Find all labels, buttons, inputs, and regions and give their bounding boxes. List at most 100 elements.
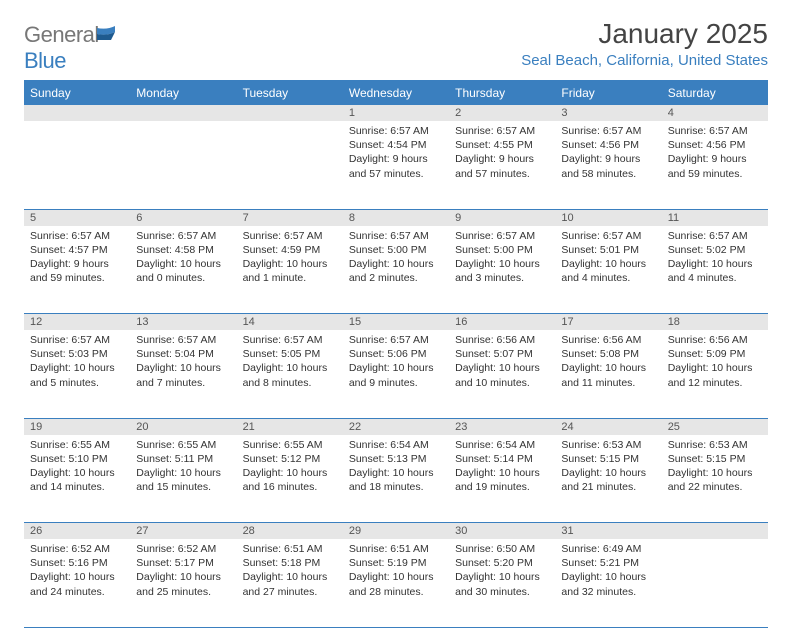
sunset-line: Sunset: 5:05 PM [243, 347, 337, 361]
daylight-line: Daylight: 10 hours and 28 minutes. [349, 570, 443, 598]
day-number-cell: 18 [662, 314, 768, 331]
day-details: Sunrise: 6:57 AMSunset: 5:04 PMDaylight:… [130, 330, 236, 396]
day-cell: Sunrise: 6:57 AMSunset: 5:01 PMDaylight:… [555, 226, 661, 314]
day-cell: Sunrise: 6:49 AMSunset: 5:21 PMDaylight:… [555, 539, 661, 627]
sunset-line: Sunset: 5:04 PM [136, 347, 230, 361]
day-cell: Sunrise: 6:57 AMSunset: 5:02 PMDaylight:… [662, 226, 768, 314]
sunrise-line: Sunrise: 6:56 AM [668, 333, 762, 347]
day-number-cell: 13 [130, 314, 236, 331]
sunrise-line: Sunrise: 6:56 AM [561, 333, 655, 347]
sunset-line: Sunset: 5:19 PM [349, 556, 443, 570]
day-cell: Sunrise: 6:57 AMSunset: 5:00 PMDaylight:… [343, 226, 449, 314]
daylight-line: Daylight: 10 hours and 19 minutes. [455, 466, 549, 494]
day-cell: Sunrise: 6:55 AMSunset: 5:10 PMDaylight:… [24, 435, 130, 523]
day-cell: Sunrise: 6:57 AMSunset: 5:05 PMDaylight:… [237, 330, 343, 418]
weekday-header: Friday [555, 81, 661, 105]
day-number-cell: 30 [449, 523, 555, 540]
sunset-line: Sunset: 4:57 PM [30, 243, 124, 257]
sunset-line: Sunset: 5:07 PM [455, 347, 549, 361]
sunrise-line: Sunrise: 6:57 AM [561, 229, 655, 243]
day-number: 8 [343, 210, 449, 226]
day-cell [662, 539, 768, 627]
weekday-header: Monday [130, 81, 236, 105]
day-details: Sunrise: 6:56 AMSunset: 5:07 PMDaylight:… [449, 330, 555, 396]
day-number [24, 105, 130, 121]
daylight-line: Daylight: 10 hours and 11 minutes. [561, 361, 655, 389]
month-title: January 2025 [521, 18, 768, 50]
day-number-cell: 15 [343, 314, 449, 331]
daylight-line: Daylight: 9 hours and 57 minutes. [455, 152, 549, 180]
sunset-line: Sunset: 5:10 PM [30, 452, 124, 466]
daylight-line: Daylight: 10 hours and 9 minutes. [349, 361, 443, 389]
sunrise-line: Sunrise: 6:51 AM [243, 542, 337, 556]
day-number-cell: 3 [555, 105, 661, 122]
day-number-cell: 7 [237, 209, 343, 226]
weekday-header: Wednesday [343, 81, 449, 105]
day-number: 4 [662, 105, 768, 121]
day-details: Sunrise: 6:57 AMSunset: 5:06 PMDaylight:… [343, 330, 449, 396]
sunrise-line: Sunrise: 6:57 AM [455, 124, 549, 138]
day-number-cell: 24 [555, 418, 661, 435]
day-details: Sunrise: 6:57 AMSunset: 4:57 PMDaylight:… [24, 226, 130, 292]
day-cell: Sunrise: 6:54 AMSunset: 5:14 PMDaylight:… [449, 435, 555, 523]
sunrise-line: Sunrise: 6:57 AM [349, 333, 443, 347]
sunset-line: Sunset: 5:09 PM [668, 347, 762, 361]
weekday-header: Saturday [662, 81, 768, 105]
day-number: 6 [130, 210, 236, 226]
daylight-line: Daylight: 10 hours and 7 minutes. [136, 361, 230, 389]
day-cell: Sunrise: 6:56 AMSunset: 5:09 PMDaylight:… [662, 330, 768, 418]
day-number-cell: 27 [130, 523, 236, 540]
day-number: 22 [343, 419, 449, 435]
day-cell: Sunrise: 6:50 AMSunset: 5:20 PMDaylight:… [449, 539, 555, 627]
day-details: Sunrise: 6:49 AMSunset: 5:21 PMDaylight:… [555, 539, 661, 605]
sunrise-line: Sunrise: 6:55 AM [136, 438, 230, 452]
day-cell: Sunrise: 6:55 AMSunset: 5:11 PMDaylight:… [130, 435, 236, 523]
sunrise-line: Sunrise: 6:57 AM [349, 229, 443, 243]
day-number: 18 [662, 314, 768, 330]
day-details: Sunrise: 6:57 AMSunset: 4:59 PMDaylight:… [237, 226, 343, 292]
day-details: Sunrise: 6:54 AMSunset: 5:13 PMDaylight:… [343, 435, 449, 501]
day-number: 31 [555, 523, 661, 539]
sunrise-line: Sunrise: 6:55 AM [30, 438, 124, 452]
header: General Blue January 2025 Seal Beach, Ca… [24, 18, 768, 74]
sunset-line: Sunset: 5:08 PM [561, 347, 655, 361]
sunset-line: Sunset: 4:55 PM [455, 138, 549, 152]
daylight-line: Daylight: 10 hours and 4 minutes. [561, 257, 655, 285]
daylight-line: Daylight: 10 hours and 4 minutes. [668, 257, 762, 285]
day-cell: Sunrise: 6:57 AMSunset: 5:03 PMDaylight:… [24, 330, 130, 418]
day-cell: Sunrise: 6:52 AMSunset: 5:16 PMDaylight:… [24, 539, 130, 627]
sunrise-line: Sunrise: 6:57 AM [561, 124, 655, 138]
sunrise-line: Sunrise: 6:51 AM [349, 542, 443, 556]
day-details: Sunrise: 6:53 AMSunset: 5:15 PMDaylight:… [555, 435, 661, 501]
sunrise-line: Sunrise: 6:52 AM [136, 542, 230, 556]
day-details: Sunrise: 6:57 AMSunset: 4:55 PMDaylight:… [449, 121, 555, 187]
daylight-line: Daylight: 10 hours and 22 minutes. [668, 466, 762, 494]
daylight-line: Daylight: 10 hours and 18 minutes. [349, 466, 443, 494]
day-cell: Sunrise: 6:56 AMSunset: 5:07 PMDaylight:… [449, 330, 555, 418]
daylight-line: Daylight: 10 hours and 2 minutes. [349, 257, 443, 285]
daylight-line: Daylight: 9 hours and 58 minutes. [561, 152, 655, 180]
day-details: Sunrise: 6:55 AMSunset: 5:12 PMDaylight:… [237, 435, 343, 501]
calendar-header-row: SundayMondayTuesdayWednesdayThursdayFrid… [24, 81, 768, 105]
sunrise-line: Sunrise: 6:53 AM [668, 438, 762, 452]
day-number: 5 [24, 210, 130, 226]
sunrise-line: Sunrise: 6:55 AM [243, 438, 337, 452]
daylight-line: Daylight: 10 hours and 15 minutes. [136, 466, 230, 494]
daylight-line: Daylight: 10 hours and 32 minutes. [561, 570, 655, 598]
day-cell: Sunrise: 6:57 AMSunset: 4:58 PMDaylight:… [130, 226, 236, 314]
day-number: 7 [237, 210, 343, 226]
day-details: Sunrise: 6:57 AMSunset: 4:54 PMDaylight:… [343, 121, 449, 187]
sunrise-line: Sunrise: 6:54 AM [349, 438, 443, 452]
day-cell: Sunrise: 6:54 AMSunset: 5:13 PMDaylight:… [343, 435, 449, 523]
day-cell: Sunrise: 6:52 AMSunset: 5:17 PMDaylight:… [130, 539, 236, 627]
daylight-line: Daylight: 10 hours and 16 minutes. [243, 466, 337, 494]
daylight-line: Daylight: 9 hours and 57 minutes. [349, 152, 443, 180]
logo-text: General Blue [24, 22, 117, 74]
day-number-cell: 2 [449, 105, 555, 122]
day-number: 11 [662, 210, 768, 226]
sunrise-line: Sunrise: 6:52 AM [30, 542, 124, 556]
day-number-cell [130, 105, 236, 122]
day-cell: Sunrise: 6:57 AMSunset: 4:56 PMDaylight:… [555, 121, 661, 209]
day-cell: Sunrise: 6:51 AMSunset: 5:18 PMDaylight:… [237, 539, 343, 627]
calendar-body: 1234Sunrise: 6:57 AMSunset: 4:54 PMDayli… [24, 105, 768, 628]
